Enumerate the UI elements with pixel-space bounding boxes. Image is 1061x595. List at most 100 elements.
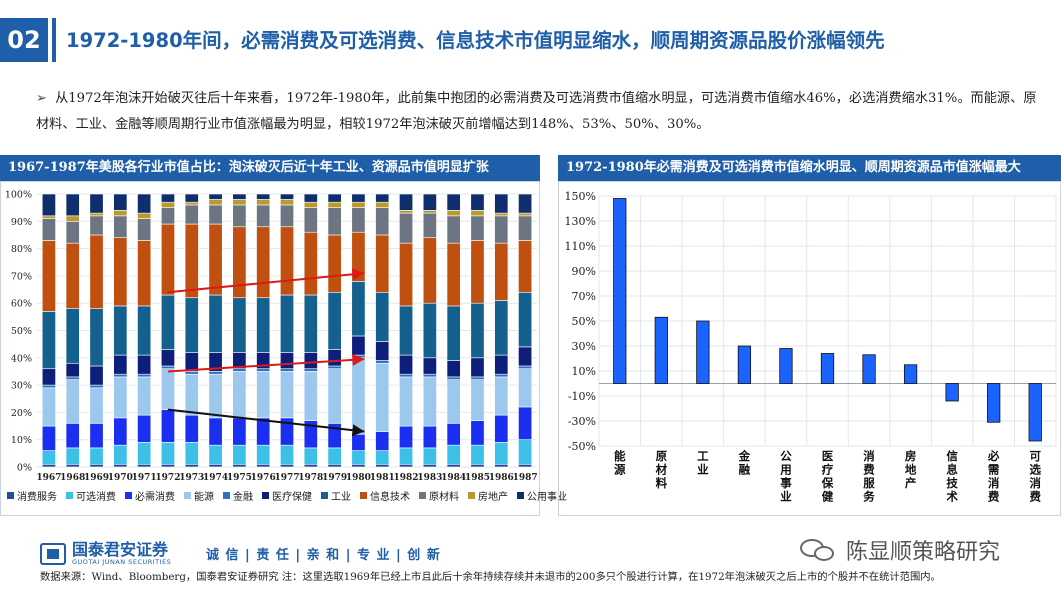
- x-tick-label: 可选消费: [1029, 449, 1041, 504]
- bar-segment: [137, 376, 152, 416]
- x-tick-label: 1977: [274, 473, 299, 483]
- bar-segment: [41, 387, 56, 427]
- legend-label: 原材料: [429, 492, 459, 503]
- left-chart-panel: 0% 10% 20% 30% 40% 50% 60% 70% 80% 90% 100% 1967 196…: [0, 181, 567, 516]
- x-tick-label: 1972: [155, 473, 180, 483]
- bar-segment: [327, 207, 342, 236]
- y-tick-label: 150%: [565, 190, 596, 203]
- bar-segment: [422, 373, 437, 378]
- bar-segment: [351, 357, 366, 435]
- legend-label: 必需消费: [135, 492, 175, 503]
- legend-swatch: [360, 492, 367, 499]
- bar-segment: [41, 193, 56, 217]
- bar: [1028, 383, 1042, 442]
- legend-item: 医疗保健: [262, 488, 312, 503]
- bar-segment: [280, 371, 294, 419]
- bar-segment: [137, 218, 152, 241]
- bar-segment: [160, 193, 175, 203]
- bar-segment: [232, 199, 247, 206]
- bar-segment: [89, 212, 104, 217]
- bar-segment: [518, 291, 533, 348]
- bar-segment: [494, 373, 509, 378]
- bar-segment: [375, 341, 390, 361]
- legend-item: 信息技术: [360, 488, 410, 503]
- bar-segment: [446, 305, 461, 361]
- bar: [779, 348, 793, 384]
- bar-segment: [41, 240, 56, 312]
- bar-segment: [518, 365, 533, 370]
- bar-segment: [89, 447, 104, 465]
- legend-swatch: [321, 492, 328, 499]
- y-tick-label: -10%: [568, 390, 596, 403]
- bar-segment: [65, 362, 80, 378]
- bar-segment: [160, 201, 175, 208]
- bar-segment: [422, 212, 437, 238]
- x-tick-label: 1979: [322, 473, 347, 483]
- bar-segment: [494, 193, 509, 214]
- title-accent-bar: [52, 18, 56, 62]
- bar-segment: [446, 463, 461, 468]
- bar-segment: [232, 193, 247, 200]
- company-logo: 国泰君安证券 GUOTAI JUNAN SECURITIES: [40, 542, 171, 566]
- bar-segment: [351, 450, 366, 465]
- bar-segment: [208, 371, 223, 375]
- bar-segment: [184, 193, 199, 203]
- bar-segment: [41, 218, 56, 241]
- bar-segment: [518, 212, 533, 217]
- bar-segment: [280, 193, 294, 200]
- y-tick-label: 100%: [5, 190, 32, 201]
- bar-segment: [137, 442, 152, 465]
- x-tick-label: 1982: [394, 473, 419, 483]
- bar-segment: [280, 226, 294, 296]
- bar-segment: [280, 199, 294, 206]
- bar-segment: [137, 212, 152, 219]
- bar-segment: [89, 384, 104, 389]
- bar-segment: [470, 357, 485, 378]
- bar-segment: [375, 362, 390, 432]
- bar-segment: [65, 447, 80, 465]
- bar-segment: [470, 215, 485, 241]
- bar-segment: [208, 463, 223, 468]
- bar-segment: [303, 463, 318, 468]
- bar-segment: [494, 242, 509, 301]
- bar-segment: [184, 414, 199, 443]
- bar-segment: [89, 234, 104, 309]
- bar-segment: [327, 447, 342, 465]
- bar-segment: [375, 431, 390, 451]
- legend-item: 房地产: [468, 488, 508, 503]
- bar-segment: [303, 447, 318, 465]
- legend-label: 金融: [233, 492, 253, 503]
- x-tick-label: 1970: [108, 473, 133, 483]
- x-tick-label: 金融: [738, 449, 751, 477]
- bar-segment: [518, 368, 533, 408]
- legend-label: 公用事业: [527, 492, 567, 503]
- bar-segment: [303, 201, 318, 208]
- y-tick-label: 80%: [11, 244, 32, 255]
- bar-segment: [160, 294, 175, 350]
- bar: [654, 316, 668, 384]
- bar-segment: [160, 223, 175, 296]
- bar-segment: [113, 444, 128, 465]
- summary-bullet: ➢ 从1972年泡沫开始破灭往后十年来看，1972年-1980年，此前集中抱团的必…: [36, 86, 1046, 138]
- bar-segment: [184, 442, 199, 465]
- bar-segment: [351, 193, 366, 203]
- bar-segment: [256, 297, 271, 353]
- bar: [987, 383, 1001, 423]
- bar-segment: [137, 414, 152, 443]
- bar-segment: [446, 215, 461, 244]
- left-chart-title: 1967-1987年美股各行业市值占比：泡沫破灭后近十年工业、资源品市值明显扩张: [0, 155, 540, 181]
- bar-segment: [399, 463, 414, 468]
- bar-segment: [351, 201, 366, 208]
- legend-item: 必需消费: [125, 488, 175, 503]
- bar-segment: [256, 226, 271, 299]
- bar-segment: [399, 210, 414, 214]
- bar-segment: [65, 463, 80, 468]
- bar-segment: [113, 354, 128, 375]
- bar-segment: [232, 371, 247, 419]
- bar-segment: [351, 335, 366, 356]
- bar-segment: [470, 240, 485, 304]
- bar-segment: [113, 373, 128, 378]
- bar-segment: [41, 450, 56, 465]
- bar-segment: [113, 463, 128, 468]
- bar-segment: [208, 373, 223, 419]
